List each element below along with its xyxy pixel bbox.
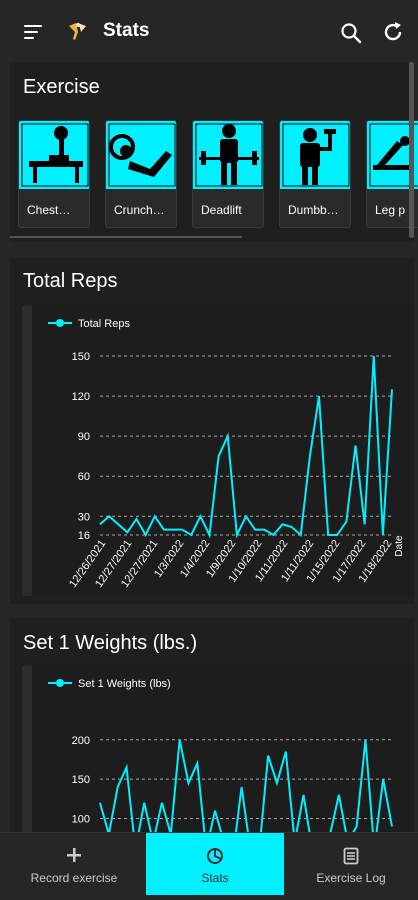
nav-record-label: Record exercise (30, 871, 118, 885)
exercise-tile[interactable]: Dumbb… (279, 120, 351, 228)
exercise-tile[interactable]: Crunch… (105, 120, 177, 228)
deadlift-icon (193, 121, 263, 189)
dumbbell-curl-icon (280, 121, 350, 189)
set1-weights-chart-area: Set 1 Weights (lbs) 100 150 200 (22, 666, 414, 832)
total-reps-title: Total Reps (23, 270, 118, 292)
y-tick-label: 16 (78, 530, 90, 542)
nav-exercise-log[interactable]: Exercise Log (284, 833, 418, 895)
menu-icon[interactable] (24, 23, 44, 41)
nav-log-label: Exercise Log (316, 871, 386, 885)
exercise-tile-label: Deadlift (201, 203, 242, 217)
set1-weights-card: Set 1 Weights (lbs.) Set 1 Weights (lbs)… (10, 618, 414, 832)
exercise-tile[interactable]: Chest… (18, 120, 90, 228)
set1-weights-title: Set 1 Weights (lbs.) (23, 632, 198, 654)
search-icon[interactable] (340, 22, 362, 44)
total-reps-card: Total Reps Total Reps 16 30 60 90 120 150 12/26… (10, 258, 414, 604)
exercise-tile-label: Chest… (27, 203, 71, 217)
refresh-icon[interactable] (382, 21, 404, 43)
page-title: Stats (103, 20, 150, 41)
exercise-tile[interactable]: Deadlift (192, 120, 264, 228)
exercise-card-title: Exercise (23, 76, 100, 98)
vertical-scrollbar[interactable] (409, 62, 414, 238)
exercise-tile-label: Crunch… (114, 203, 165, 217)
exercise-card: Exercise Chest… (10, 62, 418, 242)
x-axis-title: Date (394, 535, 405, 557)
total-reps-chart-area: Total Reps 16 30 60 90 120 150 12/26/2021 12/27/… (22, 306, 414, 596)
y-tick-label: 120 (72, 391, 90, 403)
nav-stats[interactable]: Stats (146, 833, 284, 895)
bench-press-icon (19, 121, 89, 189)
exercise-tile-label: Dumbb… (288, 203, 339, 217)
plus-icon (66, 847, 82, 866)
total-reps-chart: Total Reps1630609012015012/26/202112/27/… (48, 318, 405, 590)
y-tick-label: 200 (72, 735, 90, 747)
y-tick-label: 150 (72, 774, 90, 786)
legend-label: Total Reps (78, 318, 130, 330)
bottom-navigation: Record exercise Stats Exercise Log (0, 832, 418, 900)
nav-stats-label: Stats (201, 871, 229, 885)
series-line (99, 739, 393, 832)
crunch-icon (106, 121, 176, 189)
legend-label: Set 1 Weights (lbs) (78, 678, 171, 690)
series-line (99, 355, 393, 539)
log-book-icon (343, 847, 359, 868)
scroll-content[interactable]: Exercise Chest… (0, 62, 418, 832)
app-bar: Stats (0, 0, 418, 62)
horizontal-scrollbar[interactable] (10, 236, 242, 238)
set1-weights-chart: Set 1 Weights (lbs) 100 150 200 (48, 678, 393, 832)
y-tick-label: 30 (78, 511, 90, 523)
y-tick-label: 90 (78, 431, 90, 443)
y-tick-label: 100 (72, 814, 90, 826)
y-tick-label: 150 (72, 351, 90, 363)
legend-marker (56, 679, 64, 687)
y-tick-label: 60 (78, 471, 90, 483)
legend-marker (56, 319, 64, 327)
app-logo-icon (66, 20, 90, 44)
pie-chart-icon (206, 847, 224, 868)
nav-record-exercise[interactable]: Record exercise (0, 833, 148, 895)
exercise-tile-label: Leg p (375, 203, 406, 217)
